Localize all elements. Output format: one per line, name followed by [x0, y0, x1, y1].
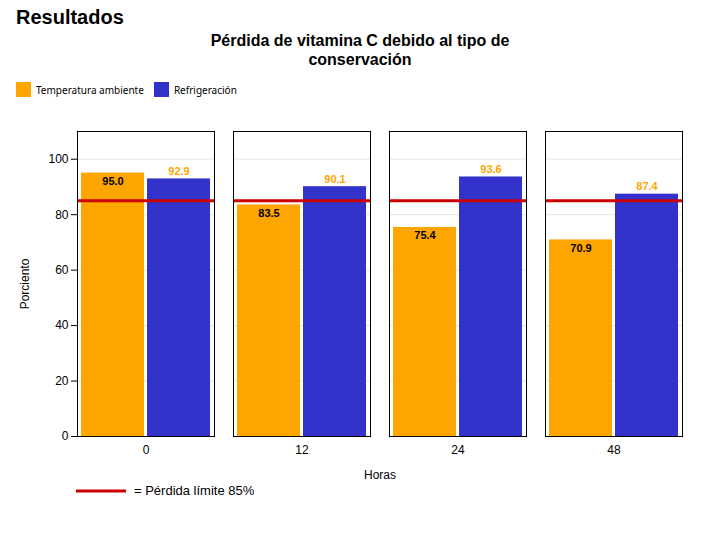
svg-text:48: 48: [607, 443, 621, 457]
svg-text:93.6: 93.6: [480, 163, 501, 175]
svg-text:80: 80: [55, 208, 69, 222]
svg-text:20: 20: [55, 374, 69, 388]
svg-text:92.9: 92.9: [168, 165, 189, 177]
html-text:= Pérdida límite 85%: = Pérdida límite 85%: [134, 483, 255, 499]
svg-text:Porciento: Porciento: [18, 259, 32, 310]
svg-text:0: 0: [143, 443, 150, 457]
html-text:Temperatura ambiente: Temperatura ambiente: [36, 82, 144, 97]
svg-text:Horas: Horas: [364, 468, 396, 482]
html-text:Pérdida de vitamina C debido a: Pérdida de vitamina C debido al tipo de …: [210, 32, 510, 69]
html-text:Refrigeración: Refrigeración: [173, 82, 237, 97]
svg-text:83.5: 83.5: [258, 207, 279, 219]
svg-text:0: 0: [62, 430, 69, 444]
svg-text:95.0: 95.0: [102, 175, 123, 187]
svg-text:100: 100: [48, 152, 68, 166]
svg-text:70.9: 70.9: [570, 242, 591, 254]
svg-text:90.1: 90.1: [324, 173, 345, 185]
svg-text:12: 12: [295, 443, 309, 457]
svg-text:40: 40: [55, 319, 69, 333]
svg-text:75.4: 75.4: [414, 230, 436, 242]
html-text:Resultados: Resultados: [16, 6, 124, 28]
svg-text:24: 24: [451, 443, 465, 457]
svg-text:87.4: 87.4: [636, 181, 658, 193]
svg-text:60: 60: [55, 263, 69, 277]
